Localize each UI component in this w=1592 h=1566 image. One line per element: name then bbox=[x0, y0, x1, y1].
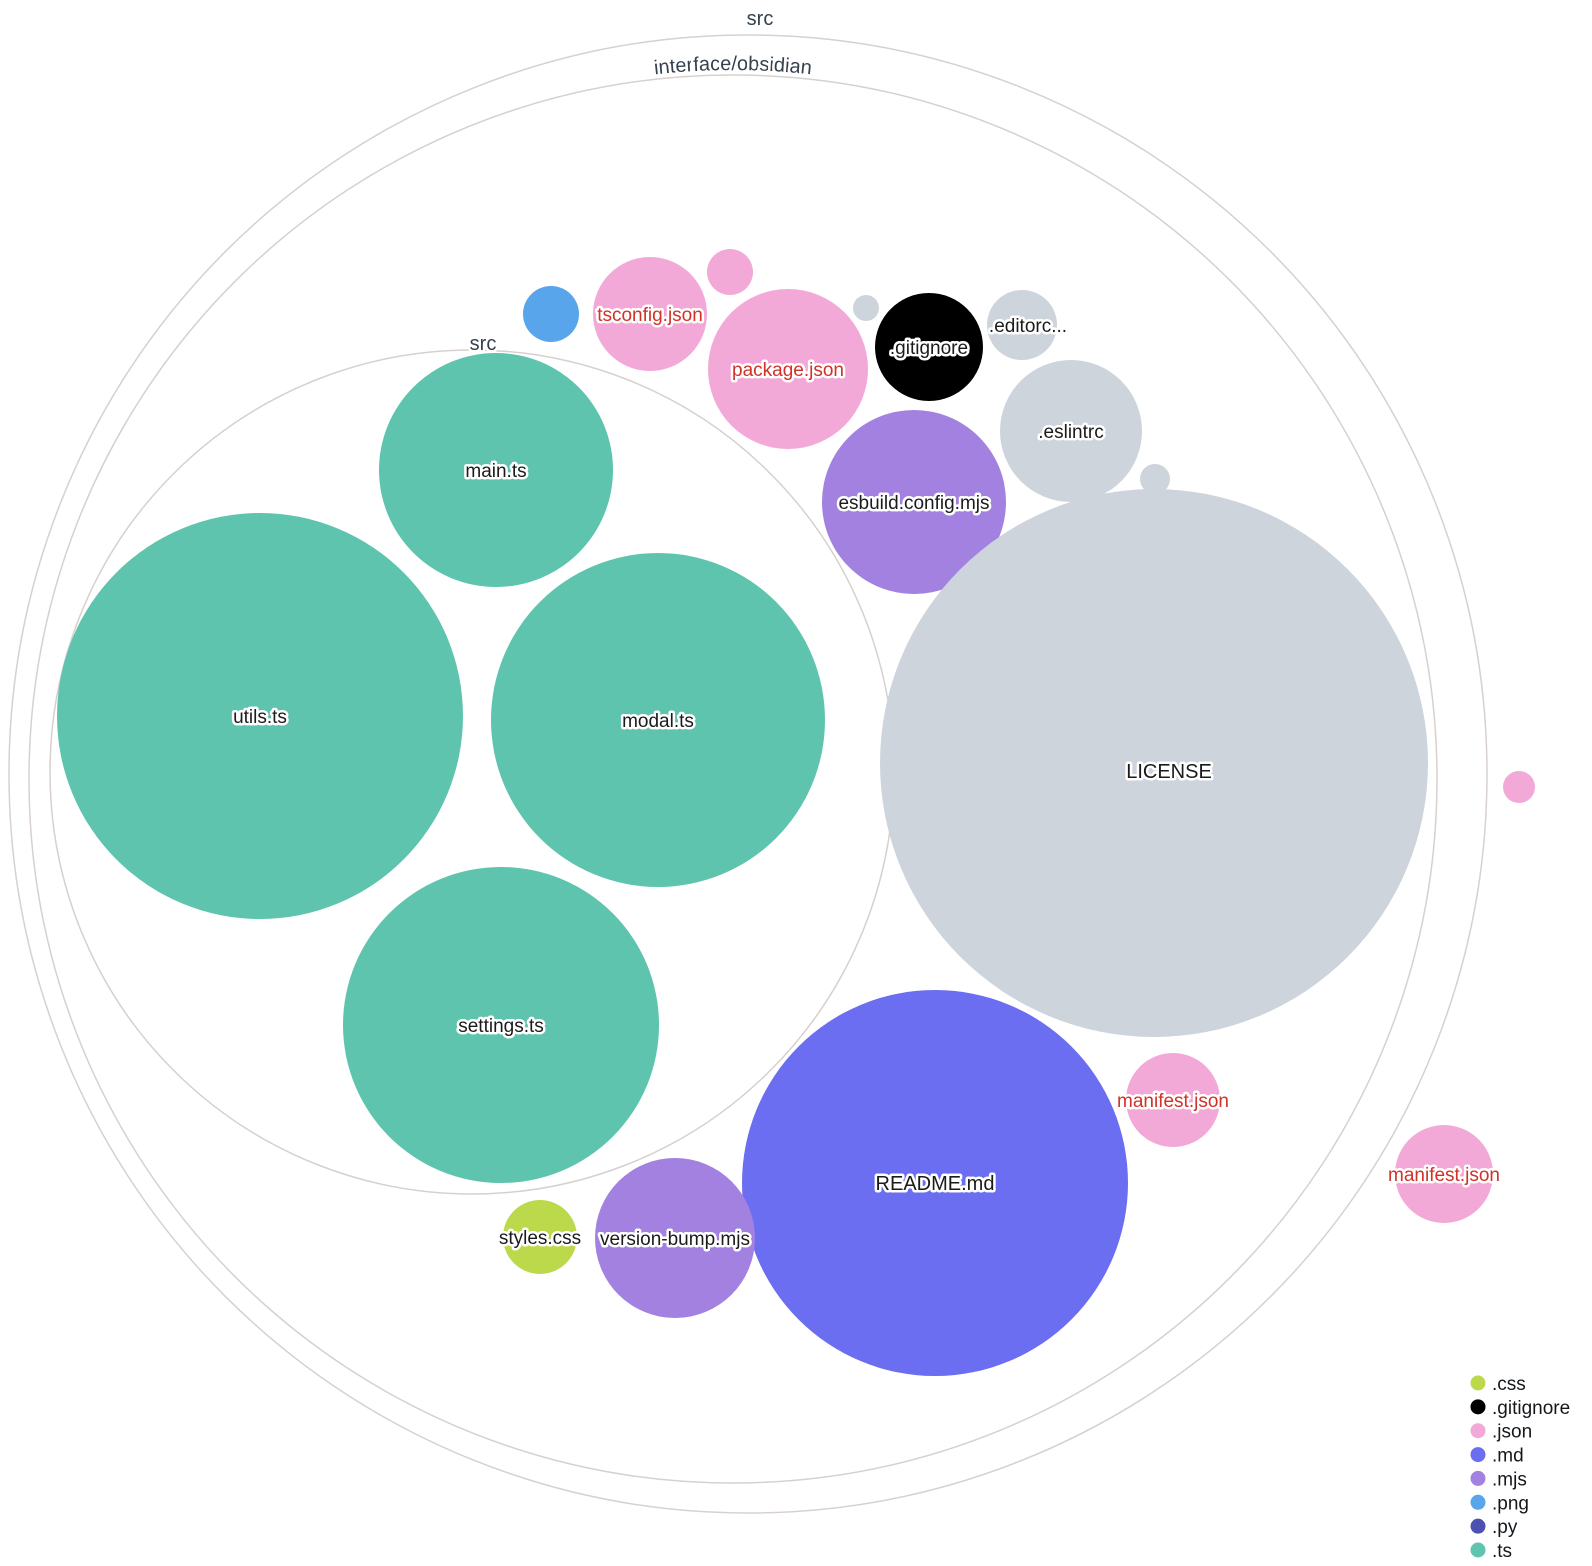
file-circle-manifest-json-inner bbox=[1126, 1053, 1220, 1147]
file-label-styles-css: styles.css bbox=[499, 1228, 581, 1249]
file-circle-package-json bbox=[708, 289, 868, 449]
folder-circle-root-src bbox=[8, 34, 1488, 1514]
legend-label-gitignore: .gitignore bbox=[1492, 1398, 1570, 1419]
file-label-gitignore: .gitignore bbox=[890, 338, 968, 359]
legend-dot-css bbox=[1470, 1375, 1486, 1391]
legend-dot-gitignore bbox=[1470, 1399, 1486, 1415]
legend-label-png: .png bbox=[1492, 1493, 1529, 1514]
folder-label-interface-obsidian: interface/obsidian bbox=[653, 53, 813, 79]
legend-dot-mjs bbox=[1470, 1470, 1486, 1486]
file-label-utils-ts: utils.ts bbox=[233, 707, 287, 728]
file-label-editorc: .editorc... bbox=[989, 316, 1067, 337]
file-label-readme-md: README.md bbox=[876, 1173, 995, 1195]
file-label-package-json: package.json bbox=[732, 360, 844, 381]
legend-label-mjs: .mjs bbox=[1492, 1469, 1527, 1490]
file-circle-settings-ts bbox=[343, 867, 659, 1183]
file-circle-eslintrc bbox=[1000, 360, 1142, 502]
legend-dot-png bbox=[1470, 1494, 1486, 1510]
file-label-manifest-json-inner: manifest.json bbox=[1117, 1091, 1229, 1112]
file-circle-tsconfig-json bbox=[593, 257, 707, 371]
legend-label-py: .py bbox=[1492, 1517, 1518, 1538]
file-circle-png-dot bbox=[523, 286, 579, 342]
file-label-manifest-json-outer: manifest.json bbox=[1388, 1165, 1500, 1186]
file-circle-gitignore bbox=[875, 293, 983, 401]
file-circle-readme-md bbox=[742, 990, 1128, 1376]
legend-dot-ts bbox=[1470, 1542, 1486, 1558]
file-circle-json-dot-top bbox=[707, 249, 753, 295]
legend-dot-json bbox=[1470, 1423, 1486, 1439]
file-circle-styles-css bbox=[503, 1200, 577, 1274]
file-circle-editorc bbox=[987, 290, 1057, 360]
file-circle-modal-ts bbox=[491, 553, 825, 887]
file-label-eslintrc: .eslintrc bbox=[1038, 422, 1103, 443]
legend-dot-py bbox=[1470, 1518, 1486, 1534]
file-circle-gray-dot-top bbox=[853, 295, 879, 321]
legend-label-md: .md bbox=[1492, 1446, 1524, 1467]
file-label-esbuild-config-mjs: esbuild.config.mjs bbox=[838, 493, 989, 514]
folder-label-root-src: src bbox=[747, 8, 774, 30]
folder-label-inner-src: src bbox=[470, 333, 497, 355]
legend-label-json: .json bbox=[1492, 1422, 1532, 1443]
labels-layer: src interface/obsidian src main.ts utils.ts m… bbox=[231, 6, 1503, 1253]
file-label-license: LICENSE bbox=[1126, 761, 1212, 783]
file-label-version-bump-mjs: version-bump.mjs bbox=[600, 1229, 750, 1250]
legend: .css .gitignore .json .md.mjs .png .py .ts bbox=[1470, 1374, 1570, 1562]
file-circle-gray-dot-right bbox=[1140, 464, 1170, 494]
file-label-modal-ts: modal.ts bbox=[622, 711, 694, 732]
file-label-settings-ts: settings.ts bbox=[458, 1016, 544, 1037]
file-circle-manifest-json-outer bbox=[1395, 1125, 1493, 1223]
file-circle-main-ts bbox=[379, 353, 613, 587]
file-circle-utils-ts bbox=[57, 513, 463, 919]
file-label-tsconfig-json: tsconfig.json bbox=[597, 305, 703, 326]
legend-label-ts: .ts bbox=[1492, 1541, 1512, 1562]
legend-label-css: .css bbox=[1492, 1374, 1526, 1395]
file-circle-json-dot-far-right bbox=[1503, 771, 1535, 803]
file-circle-version-bump-mjs bbox=[595, 1158, 755, 1318]
folder-circle-interface-obsidian bbox=[28, 74, 1438, 1484]
file-circle-esbuild-config-mjs bbox=[822, 410, 1006, 594]
file-label-main-ts: main.ts bbox=[465, 461, 526, 482]
file-circles-layer bbox=[57, 249, 1535, 1376]
file-circle-license bbox=[880, 489, 1428, 1037]
legend-dot-md bbox=[1470, 1447, 1486, 1463]
